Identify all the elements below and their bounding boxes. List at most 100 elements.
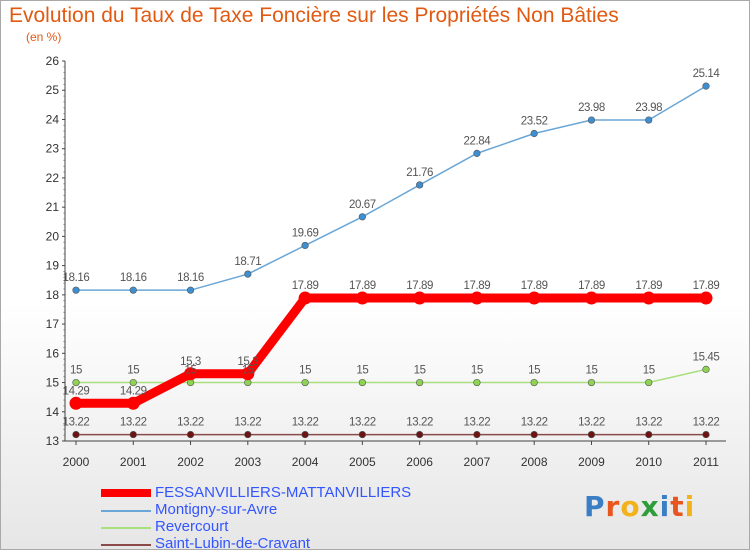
data-label: 13.22 — [120, 417, 147, 429]
legend-item-saint-lubin: Saint-Lubin-de-Cravant — [101, 536, 431, 553]
data-label: 13.22 — [234, 417, 261, 429]
data-label: 17.89 — [349, 280, 376, 292]
data-point — [72, 286, 80, 294]
data-point — [642, 291, 656, 305]
data-point — [301, 430, 309, 439]
data-point — [126, 396, 140, 410]
data-label: 15.45 — [693, 351, 720, 363]
data-point — [645, 116, 653, 124]
series-3 — [72, 430, 710, 439]
data-point — [587, 116, 596, 124]
data-point — [473, 378, 481, 387]
data-label: 13.22 — [63, 417, 90, 429]
data-point — [129, 430, 137, 439]
logo-letter: i — [659, 490, 671, 523]
data-label: 18.71 — [234, 256, 261, 268]
x-tick-label: 2000 — [63, 455, 90, 469]
y-tick-label: 17 — [46, 317, 60, 331]
y-tick-label: 25 — [46, 83, 60, 97]
x-tick-label: 2005 — [349, 455, 376, 469]
data-point — [186, 286, 195, 294]
data-label: 14.29 — [120, 385, 147, 397]
y-tick-label: 14 — [46, 405, 60, 419]
data-label: 21.76 — [406, 167, 433, 179]
data-label: 15 — [127, 365, 139, 377]
data-label: 17.89 — [292, 280, 319, 292]
data-label: 25.14 — [693, 68, 721, 80]
series-1 — [72, 82, 710, 294]
data-point — [184, 367, 198, 381]
data-label: 15 — [585, 365, 597, 377]
data-label: 15 — [299, 365, 311, 377]
data-label: 17.89 — [521, 280, 548, 292]
y-tick-label: 23 — [46, 142, 60, 156]
data-label: 13.22 — [578, 417, 605, 429]
y-tick-label: 26 — [46, 54, 60, 68]
legend-swatch — [101, 544, 151, 546]
x-axis-ticks: 2000 2001 2002 2003 2004 2005 2006 2007 2008 2009… — [63, 441, 719, 469]
data-label: 15 — [414, 365, 426, 377]
data-point — [129, 378, 137, 387]
x-tick-label: 2003 — [234, 455, 261, 469]
data-label: 13.22 — [349, 417, 376, 429]
data-label: 13.22 — [693, 417, 720, 429]
data-point — [129, 286, 137, 294]
data-point — [645, 378, 653, 387]
x-tick-label: 2001 — [120, 455, 147, 469]
data-label: 15 — [242, 365, 254, 377]
data-point — [473, 430, 481, 439]
data-label: 15 — [185, 365, 197, 377]
data-point — [358, 430, 366, 439]
data-point — [702, 365, 710, 373]
data-label: 17.89 — [693, 280, 720, 292]
legend-label: Saint-Lubin-de-Cravant — [155, 535, 311, 552]
y-tick-label: 20 — [46, 229, 60, 243]
series-0 — [69, 291, 713, 410]
data-point — [186, 430, 195, 439]
y-tick-label: 22 — [46, 171, 60, 185]
legend-swatch — [101, 527, 151, 529]
legend-item-fessanvilliers: FESSANVILLIERS-MATTANVILLIERS — [101, 485, 431, 502]
y-tick-label: 15 — [46, 376, 60, 390]
data-label: 15 — [528, 365, 540, 377]
data-point — [301, 378, 309, 387]
data-point — [416, 181, 424, 189]
legend-item-montigny: Montigny-sur-Avre — [101, 502, 431, 519]
data-label: 17.89 — [406, 280, 433, 292]
data-label: 13.22 — [635, 417, 662, 429]
data-point — [416, 378, 424, 387]
logo-letter: r — [605, 490, 621, 523]
data-label: 23.98 — [635, 102, 662, 114]
x-tick-label: 2002 — [177, 455, 204, 469]
data-label: 17.89 — [635, 280, 662, 292]
data-label: 22.84 — [464, 135, 492, 147]
legend: FESSANVILLIERS-MATTANVILLIERS Montigny-s… — [101, 485, 431, 553]
data-label: 13.22 — [406, 417, 433, 429]
data-label: 18.16 — [120, 272, 147, 284]
data-point — [699, 291, 713, 305]
data-point — [72, 378, 80, 387]
y-axis-unit: (en %) — [26, 30, 62, 44]
y-tick-label: 18 — [46, 288, 60, 302]
data-point — [355, 291, 369, 305]
logo-letter: x — [640, 490, 660, 523]
x-tick-label: 2007 — [464, 455, 491, 469]
axes — [64, 61, 726, 442]
logo-letter: o — [620, 490, 641, 523]
data-point — [69, 396, 83, 410]
data-label: 15 — [70, 365, 82, 377]
y-tick-label: 24 — [46, 112, 60, 126]
legend-label: Montigny-sur-Avre — [155, 501, 278, 518]
x-tick-label: 2006 — [406, 455, 433, 469]
y-tick-label: 19 — [46, 259, 60, 273]
proxiti-logo: Proxiti — [584, 490, 695, 523]
data-point — [530, 430, 538, 439]
data-label: 17.89 — [578, 280, 605, 292]
data-label: 14.29 — [63, 385, 90, 397]
data-labels-layer: 14.29 14.29 15.3 15.3 17.89 17.89 17.89 17.89 17… — [63, 68, 721, 428]
data-label: 20.67 — [349, 199, 376, 211]
data-label: 13.22 — [177, 417, 204, 429]
data-point — [244, 270, 252, 278]
data-label: 15 — [471, 365, 483, 377]
data-point — [301, 241, 309, 250]
